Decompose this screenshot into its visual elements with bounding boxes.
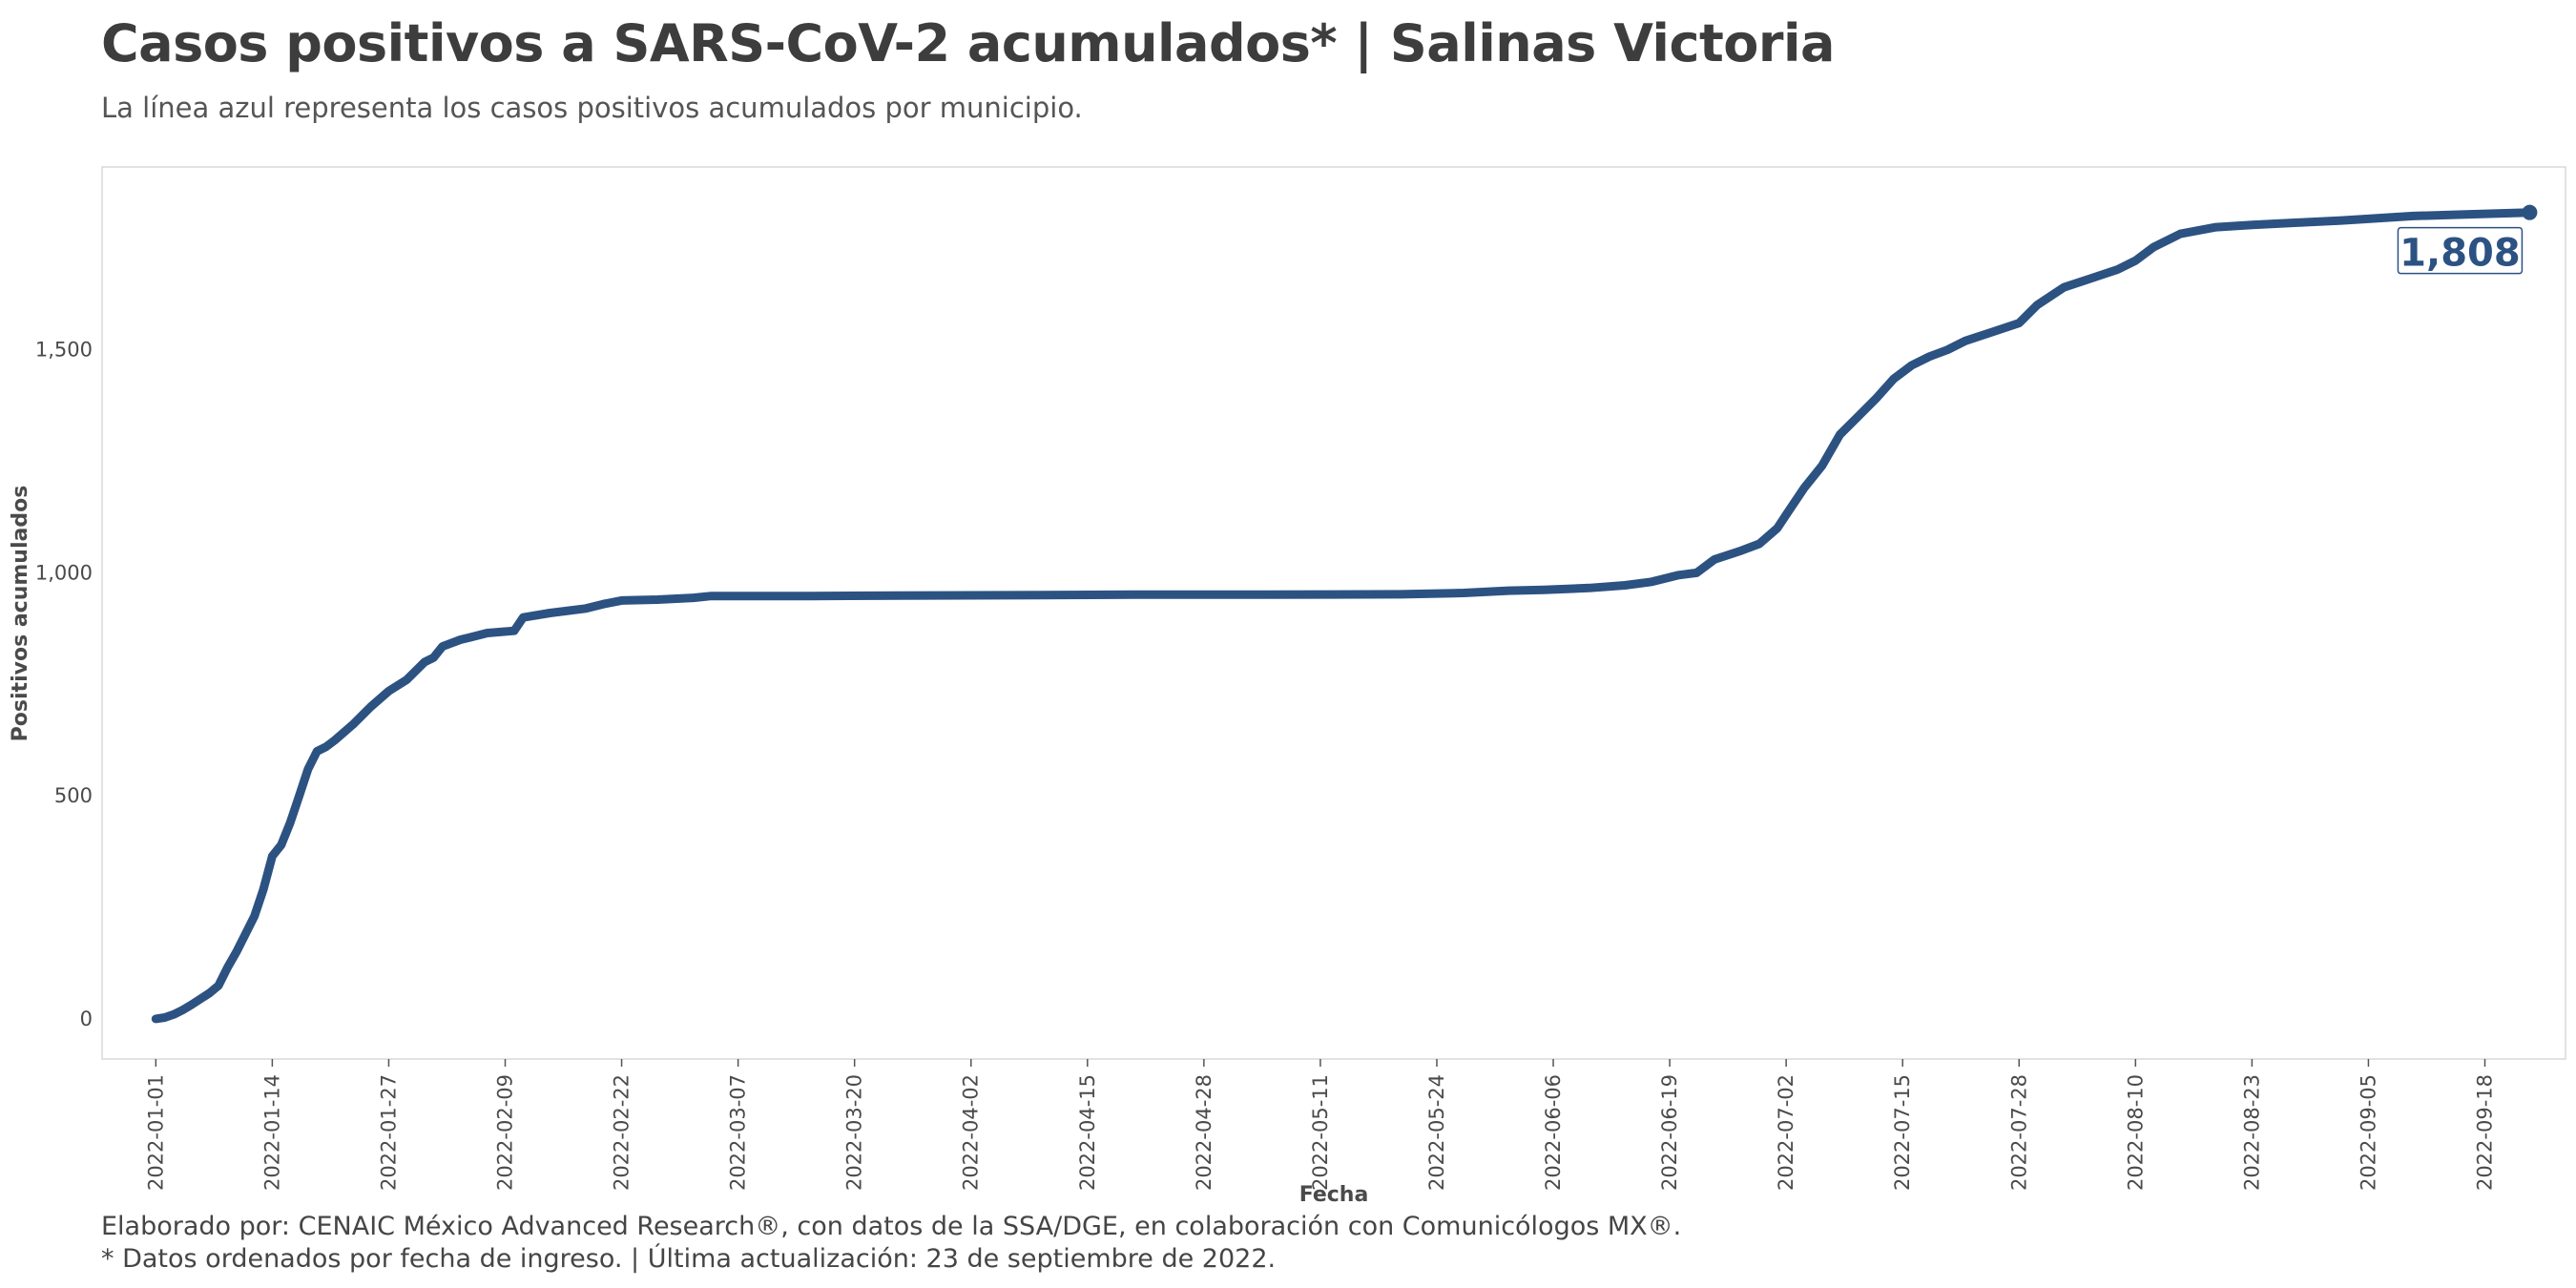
x-axis-title: Fecha xyxy=(1299,1183,1369,1207)
x-tick-label: 2022-04-02 xyxy=(960,1074,983,1191)
last-value-point xyxy=(2522,204,2538,220)
x-tick-label: 2022-09-18 xyxy=(2473,1074,2496,1191)
plot-panel xyxy=(101,166,2566,1060)
x-tick-label: 2022-07-15 xyxy=(1891,1074,1914,1191)
x-tick-label: 2022-03-07 xyxy=(727,1074,750,1191)
notes-caption: * Datos ordenados por fecha de ingreso. … xyxy=(101,1244,1277,1274)
x-axis: 2022-01-01 2022-01-14 2022-01-27 2022-02-09… xyxy=(144,1059,2496,1191)
x-tick-label: 2022-06-06 xyxy=(1542,1074,1565,1191)
x-tick-label: 2022-04-15 xyxy=(1076,1074,1099,1191)
x-tick-label: 2022-02-09 xyxy=(494,1074,517,1191)
x-tick-label: 2022-08-10 xyxy=(2124,1074,2147,1191)
x-tick-label: 2022-05-24 xyxy=(1425,1074,1448,1191)
x-tick-label: 2022-02-22 xyxy=(611,1074,634,1191)
x-tick-label: 2022-01-27 xyxy=(377,1074,400,1191)
chart-subtitle: La línea azul representa los casos posit… xyxy=(101,92,1083,124)
y-tick-label: 1,000 xyxy=(35,561,93,584)
x-tick-label: 2022-01-14 xyxy=(260,1074,283,1191)
y-tick-label: 1,500 xyxy=(35,339,93,362)
source-caption: Elaborado por: CENAIC México Advanced Re… xyxy=(101,1212,1682,1241)
last-value-label: 1,808 xyxy=(2399,232,2521,276)
x-tick-label: 2022-08-23 xyxy=(2240,1074,2263,1191)
x-tick-label: 2022-06-19 xyxy=(1658,1074,1681,1191)
cumulative-cases-line xyxy=(151,208,2534,1024)
x-tick-label: 2022-03-20 xyxy=(843,1074,866,1191)
x-tick-label: 2022-07-28 xyxy=(2007,1074,2030,1191)
x-tick-label: 2022-01-01 xyxy=(144,1074,167,1191)
chart-title: Casos positivos a SARS-CoV-2 acumulados*… xyxy=(101,13,1835,73)
x-tick-label: 2022-04-28 xyxy=(1193,1074,1215,1191)
y-axis-title: Positivos acumulados xyxy=(9,486,32,742)
x-tick-label: 2022-05-11 xyxy=(1309,1074,1332,1191)
last-value-label-box xyxy=(2397,226,2524,275)
y-tick-label: 500 xyxy=(54,784,93,807)
x-tick-label: 2022-07-02 xyxy=(1775,1074,1797,1191)
x-tick-label: 2022-09-05 xyxy=(2357,1074,2379,1191)
y-axis: 0 500 1,000 1,500 xyxy=(35,339,93,1030)
y-tick-label: 0 xyxy=(80,1008,93,1030)
